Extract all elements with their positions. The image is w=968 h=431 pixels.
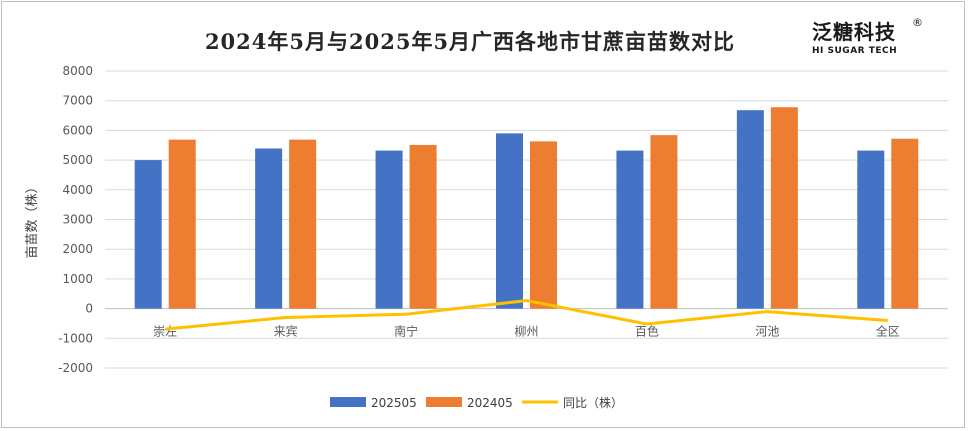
logo-name-cn: 泛糖科技 (812, 20, 896, 44)
x-tick-label: 百色 (635, 325, 659, 339)
logo-name-en: HI SUGAR TECH (812, 46, 898, 56)
x-tick-label: 河池 (755, 325, 779, 339)
bar-202505-柳州 (496, 133, 523, 309)
legend-label: 202405 (467, 396, 513, 410)
y-tick-label: -2000 (58, 361, 93, 375)
bar-202505-崇左 (134, 160, 162, 309)
chart-title: 2024年5月与2025年5月广西各地市甘蔗亩苗数对比 (204, 29, 736, 54)
y-tick-label: 4000 (62, 183, 93, 197)
bar-202405-崇左 (168, 139, 196, 309)
gridlines: -2000 -1000 0 1000 2000 3000 4000 5000 6000 7000 8… (58, 64, 948, 375)
bar-202405-柳州 (530, 141, 557, 309)
brand-logo: 泛糖科技 ® HI SUGAR TECH (812, 16, 923, 56)
y-tick-label: 5000 (62, 153, 93, 167)
bars (134, 107, 919, 309)
y-tick-label: -1000 (58, 331, 93, 345)
y-tick-label: 6000 (62, 123, 93, 137)
bar-202405-百色 (650, 135, 678, 309)
bar-202505-百色 (616, 150, 644, 309)
x-tick-label: 崇左 (153, 324, 177, 339)
x-tick-labels: 崇左 来宾 南宁 柳州 百色 河池 全区 (153, 324, 900, 339)
x-tick-label: 全区 (876, 324, 900, 339)
y-tick-label: 8000 (62, 64, 93, 78)
y-tick-label: 0 (85, 302, 93, 316)
x-tick-label: 柳州 (514, 325, 538, 339)
x-tick-label: 来宾 (274, 324, 298, 339)
legend-swatch-202505 (330, 397, 366, 407)
logo-registered-mark: ® (912, 16, 923, 29)
y-tick-label: 1000 (62, 272, 93, 286)
line-series-yoy (165, 299, 888, 331)
y-tick-label: 3000 (62, 213, 93, 227)
y-tick-label: 2000 (62, 242, 93, 256)
bar-202505-全区 (857, 150, 885, 309)
bar-202405-河池 (770, 107, 798, 309)
legend-label: 同比（株） (563, 395, 623, 410)
bar-202505-来宾 (255, 148, 283, 309)
bar-202405-来宾 (289, 139, 317, 309)
bar-202405-全区 (891, 138, 919, 309)
y-tick-label: 7000 (62, 94, 93, 108)
legend-swatch-202405 (426, 397, 462, 407)
legend: 202505 202405 同比（株） (330, 395, 623, 410)
legend-label: 202505 (371, 396, 417, 410)
y-axis-label: 亩苗数（株） (24, 180, 40, 258)
x-tick-label: 南宁 (394, 324, 418, 339)
bar-202405-南宁 (409, 144, 437, 309)
bar-202505-南宁 (375, 150, 403, 309)
bar-202505-河池 (736, 110, 764, 309)
